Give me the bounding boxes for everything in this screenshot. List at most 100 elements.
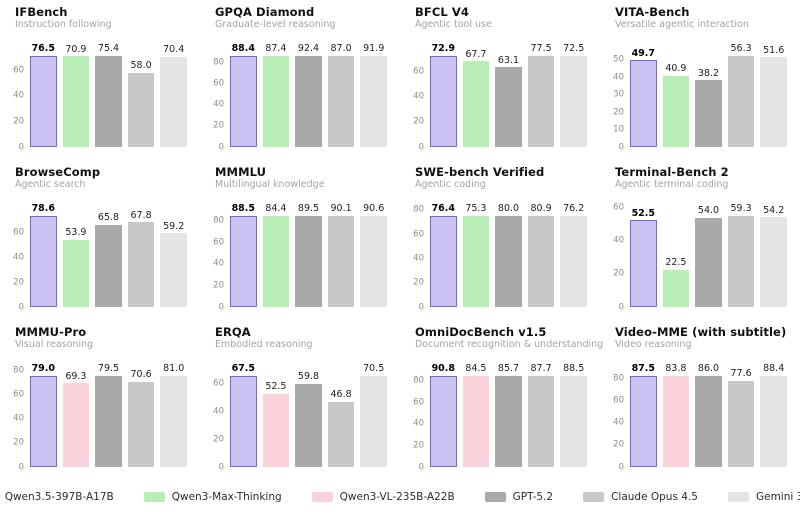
y-axis-tick-label: 30 [613, 89, 624, 100]
bar-group-gemini-3-pro: 88.5 [560, 364, 587, 467]
bar-qwen3-5-397b-a17b [230, 55, 257, 147]
bar-value-label: 81.0 [163, 363, 185, 374]
bar-group-gemini-3-pro: 70.4 [160, 44, 187, 147]
y-axis-tick-label: 0 [218, 461, 224, 472]
bar-value-label: 22.5 [665, 257, 687, 269]
bar-group-gemini-3-pro: 59.2 [160, 204, 187, 307]
y-axis-tick-label: 80 [413, 375, 424, 386]
bar-group-gemini-3-pro: 51.6 [760, 44, 787, 147]
bar-gemini-3-pro [360, 55, 387, 147]
bar-value-label: 70.4 [163, 44, 185, 56]
bar-group-gemini-3-pro: 88.4 [760, 364, 787, 467]
y-axis-tick-label: 50 [613, 54, 624, 65]
plot-area: 0 20 40 60 80 90.8 84.5 85.7 87.7 88.5 [413, 364, 587, 471]
y-axis-tick-label: 40 [613, 417, 624, 428]
bar-group-claude-opus-4-5: 56.3 [727, 44, 755, 147]
bar-value-label: 72.5 [563, 43, 585, 54]
bar-group-claude-opus-4-5: 59.3 [727, 203, 755, 307]
bar-gpt-5-2 [295, 383, 322, 467]
legend-item-claude-opus-4-5: Claude Opus 4.5 [583, 491, 698, 503]
bar-group-claude-opus-4-5: 58.0 [127, 44, 155, 147]
bar-value-label: 67.5 [231, 363, 256, 374]
bar-value-label: 79.0 [31, 363, 56, 374]
plot-area: 0 20 40 60 67.5 52.5 59.8 46.8 70.5 [213, 363, 387, 471]
bar-claude-opus-4-5 [527, 55, 555, 147]
bar-value-label: 67.7 [465, 48, 487, 60]
chart-ifbench: IFBench Instruction following 0 20 40 60 76.5 7… [0, 0, 200, 160]
chart-subtitle: Visual reasoning [15, 339, 94, 350]
bar-value-label: 53.9 [65, 227, 87, 239]
bar-group-qwen3-5-397b-a17b: 76.4 [430, 204, 457, 307]
bar-group-gemini-3-pro: 91.9 [360, 44, 387, 147]
chart-title: OmniDocBench v1.5 [415, 325, 547, 339]
bar-group-claude-opus-4-5: 80.9 [527, 204, 555, 307]
chart-title: Video-MME (with subtitle) [615, 325, 787, 339]
bar-value-label: 88.5 [231, 203, 256, 214]
bar-value-label: 65.8 [97, 212, 120, 224]
bar-value-label: 86.0 [697, 363, 720, 374]
bar-group-gpt-5-2: 65.8 [95, 204, 122, 307]
bar-group-claude-opus-4-5: 87.7 [527, 364, 555, 467]
y-axis-tick-label: 40 [413, 418, 424, 429]
bar-group-qwen3-max-thinking: 84.4 [262, 204, 290, 307]
bar-value-label: 46.8 [330, 389, 352, 401]
bar-gpt-5-2 [95, 55, 122, 147]
bar-group-qwen3-5-397b-a17b: 88.4 [230, 44, 257, 147]
y-axis-tick-label: 20 [213, 120, 224, 131]
plot-area: 0 20 40 60 80 76.4 75.3 80.0 80.9 76.2 [413, 204, 587, 311]
bar-claude-opus-4-5 [327, 401, 355, 467]
bar-gemini-3-pro [560, 215, 587, 307]
bar-value-label: 88.5 [563, 363, 585, 374]
bar-gemini-3-pro [160, 233, 187, 307]
bar-value-label: 59.3 [730, 203, 752, 214]
chart-subtitle: Agentic search [15, 179, 86, 190]
bar-group-gpt-5-2: 80.0 [495, 204, 522, 307]
bar-gemini-3-pro [560, 375, 587, 467]
bar-value-label: 79.5 [97, 363, 120, 374]
bar-group-qwen3-5-397b-a17b: 52.5 [630, 204, 657, 307]
bar-group-gpt-5-2: 86.0 [695, 364, 722, 467]
y-axis-tick-label: 20 [613, 439, 624, 450]
chart-title: MMMU-Pro [15, 325, 87, 339]
bar-claude-opus-4-5 [727, 380, 755, 467]
chart-gpqa-diamond: GPQA Diamond Graduate-level reasoning 0 20 4… [200, 0, 400, 160]
legend-swatch-icon [143, 492, 165, 502]
bar-group-qwen3-5-397b-a17b: 72.9 [430, 44, 457, 147]
legend-swatch-icon [311, 492, 333, 502]
y-axis-tick-label: 80 [13, 364, 24, 375]
bar-gpt-5-2 [495, 67, 522, 147]
chart-terminal-bench-2: Terminal-Bench 2 Agentic terminal coding 0… [600, 160, 800, 320]
bar-value-label: 38.2 [697, 67, 720, 79]
bar-group-qwen3-5-397b-a17b: 78.6 [30, 204, 57, 307]
bar-gpt-5-2 [495, 375, 522, 467]
legend: Qwen3.5-397B-A17B Qwen3-Max-Thinking Qwen3… [0, 484, 800, 510]
bar-group-qwen3-5-397b-a17b: 76.5 [30, 44, 57, 147]
chart-title: BFCL V4 [415, 5, 469, 19]
bar-gemini-3-pro [360, 375, 387, 467]
bar-claude-opus-4-5 [127, 381, 155, 467]
y-axis-tick-label: 20 [413, 440, 424, 451]
bar-group-qwen3-5-397b-a17b: 67.5 [230, 364, 257, 467]
bar-value-label: 51.6 [763, 44, 785, 56]
y-axis-tick-label: 60 [13, 64, 24, 75]
chart-bfcl-v4: BFCL V4 Agentic tool use 0 20 40 60 72.9 67.7 63… [400, 0, 600, 160]
bar-group-qwen3-5-397b-a17b: 79.0 [30, 364, 57, 467]
legend-item-qwen3-5-397b-a17b: Qwen3.5-397B-A17B [0, 491, 114, 503]
bar-claude-opus-4-5 [327, 215, 355, 307]
bar-value-label: 52.5 [265, 381, 287, 393]
bar-value-label: 49.7 [631, 47, 656, 59]
chart-title: Terminal-Bench 2 [615, 165, 729, 179]
bar-group-gemini-3-pro: 72.5 [560, 44, 587, 147]
legend-swatch-icon [484, 492, 506, 502]
chart-subtitle: Agentic tool use [415, 19, 492, 30]
legend-label: GPT-5.2 [512, 491, 554, 503]
chart-title: GPQA Diamond [215, 5, 315, 19]
bar-value-label: 88.4 [231, 43, 256, 54]
bar-value-label: 87.0 [330, 43, 352, 54]
bar-group-gpt-5-2: 59.8 [295, 364, 322, 467]
y-axis-tick-label: 40 [13, 90, 24, 101]
bar-value-label: 70.5 [363, 363, 385, 374]
bar-group-gpt-5-2: 54.0 [695, 204, 722, 307]
bar-claude-opus-4-5 [127, 72, 155, 147]
